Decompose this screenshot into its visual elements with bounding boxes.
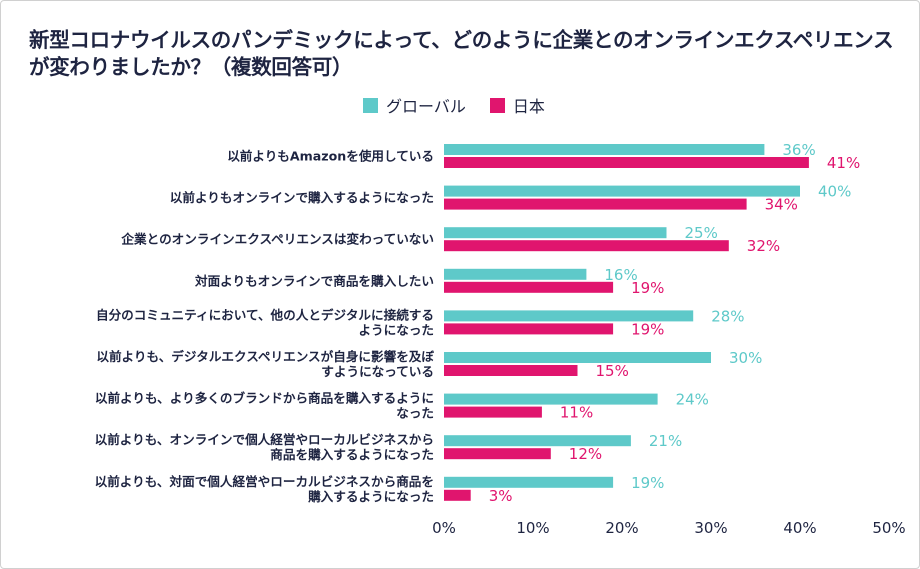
bar-global xyxy=(444,185,800,197)
value-label-global: 25% xyxy=(685,224,718,242)
x-tick-label: 40% xyxy=(783,519,816,537)
value-label-japan: 19% xyxy=(631,279,664,297)
category-label: 以前よりも、オンラインで個人経営やローカルビジネスから商品を購入するようになった xyxy=(95,432,434,462)
legend-item-japan: 日本 xyxy=(489,93,545,117)
value-label-japan: 32% xyxy=(747,237,780,255)
bar-global xyxy=(444,352,711,363)
value-label-japan: 41% xyxy=(827,154,860,172)
value-label-global: 36% xyxy=(782,141,815,159)
value-label-global: 24% xyxy=(676,391,709,409)
legend-label-global: グローバル xyxy=(386,97,466,116)
bar-japan xyxy=(444,406,542,418)
value-label-japan: 34% xyxy=(765,196,798,214)
value-label-global: 21% xyxy=(649,432,682,450)
value-label-global: 28% xyxy=(711,307,744,325)
legend-swatch-global xyxy=(363,97,378,113)
category-label: 以前よりも、より多くのブランドから商品を購入するようになった xyxy=(95,391,434,421)
value-label-global: 19% xyxy=(631,474,664,492)
category-label: 以前よりもAmazonを使用している xyxy=(227,149,434,164)
x-tick-label: 0% xyxy=(432,519,456,537)
bar-japan xyxy=(444,281,614,293)
value-label-japan: 11% xyxy=(560,404,593,422)
bar-global xyxy=(444,393,658,405)
bar-japan xyxy=(444,157,809,168)
legend-item-global: グローバル xyxy=(363,93,466,117)
value-label-japan: 15% xyxy=(596,362,629,380)
bar-japan xyxy=(444,240,729,252)
bar-global xyxy=(444,476,614,488)
category-label: 企業とのオンラインエクスペリエンスは変わっていない xyxy=(120,232,434,247)
bar-global xyxy=(444,268,587,280)
value-label-japan: 19% xyxy=(631,320,664,338)
bar-global xyxy=(444,435,631,447)
bar-japan xyxy=(444,489,471,501)
legend: グローバル 日本 xyxy=(363,94,569,116)
bar-japan xyxy=(444,365,578,376)
category-label: 以前よりもオンラインで購入するようになった xyxy=(170,190,434,205)
legend-label-japan: 日本 xyxy=(512,97,545,116)
chart-title: 新型コロナウイルスのパンデミックによって、どのように企業とのオンラインエクスペリ… xyxy=(29,28,894,79)
category-label: 以前よりも、デジタルエクスペリエンスが自身に影響を及ぼすようになっている xyxy=(96,349,434,379)
value-label-japan: 3% xyxy=(489,487,513,505)
x-tick-label: 10% xyxy=(516,519,549,537)
x-tick-label: 30% xyxy=(694,519,727,537)
category-label: 自分のコミュニティにおいて、他の人とデジタルに接続するようになった xyxy=(96,307,434,337)
value-label-global: 40% xyxy=(818,183,851,201)
bar-japan xyxy=(444,198,747,210)
bar-global xyxy=(444,144,765,155)
x-tick-label: 20% xyxy=(605,519,638,537)
value-label-global: 16% xyxy=(604,266,637,284)
bar-japan xyxy=(444,323,614,335)
x-tick-label: 50% xyxy=(872,519,905,537)
category-label: 以前よりも、対面で個人経営やローカルビジネスから商品を購入するようになった xyxy=(95,474,434,504)
value-label-global: 30% xyxy=(729,349,762,367)
bar-global xyxy=(444,310,694,322)
legend-swatch-japan xyxy=(489,97,505,113)
category-label: 対面よりもオンラインで商品を購入したい xyxy=(194,273,434,288)
bar-global xyxy=(444,227,667,239)
value-label-japan: 12% xyxy=(569,445,602,463)
bar-japan xyxy=(444,448,551,460)
